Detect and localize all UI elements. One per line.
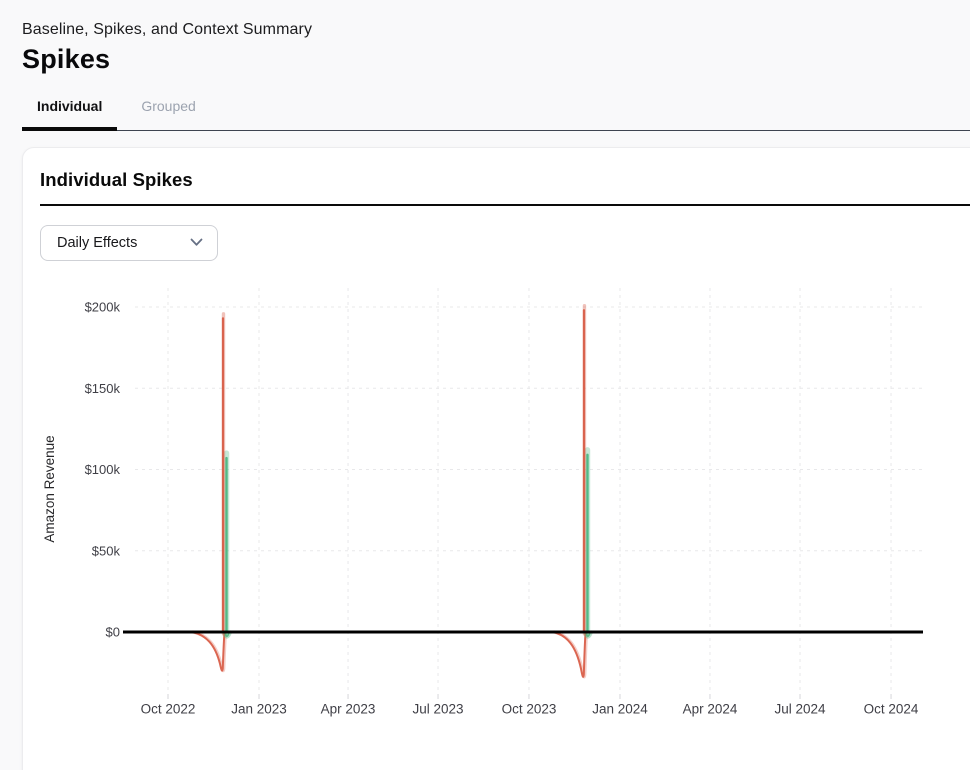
svg-text:$100k: $100k <box>85 462 121 477</box>
breadcrumb-subtitle: Baseline, Spikes, and Context Summary <box>22 21 313 38</box>
svg-text:Jan 2023: Jan 2023 <box>231 701 287 716</box>
page-title: Spikes <box>22 44 111 74</box>
tab-bar: Individual Grouped <box>22 89 970 131</box>
chevron-down-icon <box>190 238 203 247</box>
svg-text:Jan 2024: Jan 2024 <box>592 701 648 716</box>
individual-spikes-card: Individual Spikes Daily Effects Oct 2022… <box>22 146 970 770</box>
chart-container: Oct 2022 Jan 2023 Apr 2023 Jul 2023 Oct 2023… <box>40 282 970 739</box>
svg-text:$150k: $150k <box>85 380 121 395</box>
svg-text:Apr 2023: Apr 2023 <box>321 701 376 716</box>
effects-dropdown[interactable]: Daily Effects <box>40 224 218 261</box>
effects-dropdown-value: Daily Effects <box>57 234 138 251</box>
svg-text:Jul 2024: Jul 2024 <box>774 701 826 716</box>
svg-text:Oct 2024: Oct 2024 <box>864 701 919 716</box>
svg-text:Oct 2023: Oct 2023 <box>502 701 557 716</box>
tab-grouped[interactable]: Grouped <box>141 98 196 114</box>
svg-text:$50k: $50k <box>92 543 121 558</box>
spikes-chart: Oct 2022 Jan 2023 Apr 2023 Jul 2023 Oct 2023… <box>42 287 923 716</box>
svg-text:$200k: $200k <box>85 299 121 314</box>
page-header: Baseline, Spikes, and Context Summary Sp… <box>0 0 970 75</box>
svg-text:Jul 2023: Jul 2023 <box>413 701 464 716</box>
card-title: Individual Spikes <box>40 168 193 190</box>
tab-individual[interactable]: Individual <box>22 89 118 131</box>
card-title-rule <box>40 203 970 206</box>
y-axis-label: Amazon Revenue <box>42 435 57 542</box>
svg-text:Apr 2024: Apr 2024 <box>683 701 738 716</box>
svg-text:$0: $0 <box>106 624 120 639</box>
svg-text:Oct 2022: Oct 2022 <box>141 701 196 716</box>
